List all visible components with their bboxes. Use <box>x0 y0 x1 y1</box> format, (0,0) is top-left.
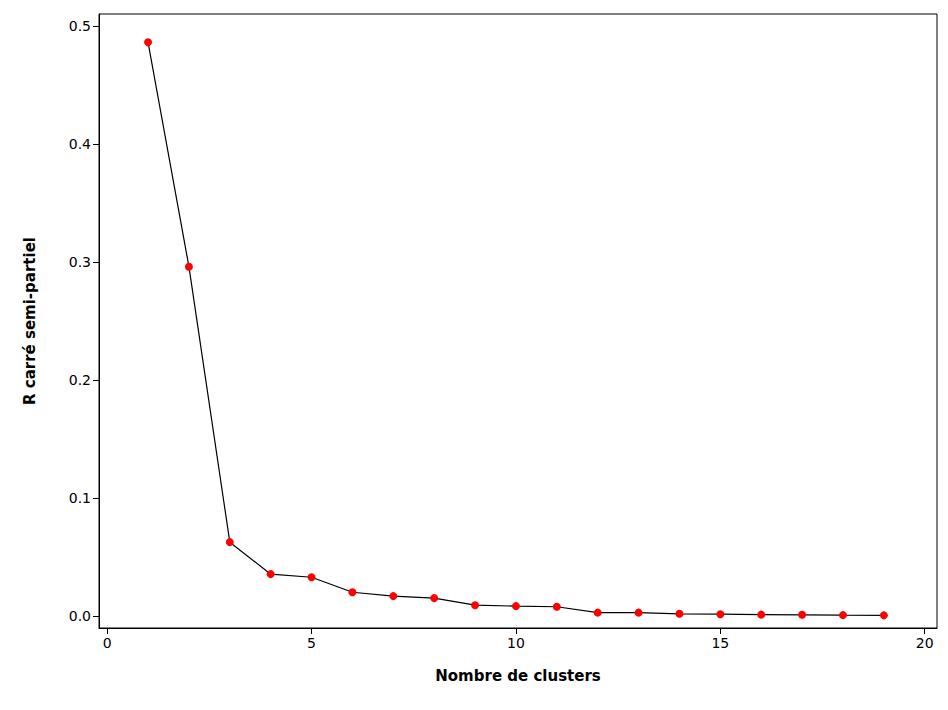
svg-text:5: 5 <box>307 635 316 651</box>
svg-text:Nombre de clusters: Nombre de clusters <box>435 667 601 685</box>
svg-text:20: 20 <box>916 635 934 651</box>
svg-text:15: 15 <box>711 635 729 651</box>
svg-text:0.5: 0.5 <box>69 18 91 34</box>
svg-text:0.2: 0.2 <box>69 372 91 388</box>
svg-text:0.1: 0.1 <box>69 490 91 506</box>
svg-text:0.0: 0.0 <box>69 608 91 624</box>
svg-text:0.3: 0.3 <box>69 254 91 270</box>
svg-text:10: 10 <box>507 635 525 651</box>
svg-text:R carré semi-partiel: R carré semi-partiel <box>21 237 39 405</box>
svg-text:0: 0 <box>103 635 112 651</box>
svg-text:0.4: 0.4 <box>69 136 91 152</box>
